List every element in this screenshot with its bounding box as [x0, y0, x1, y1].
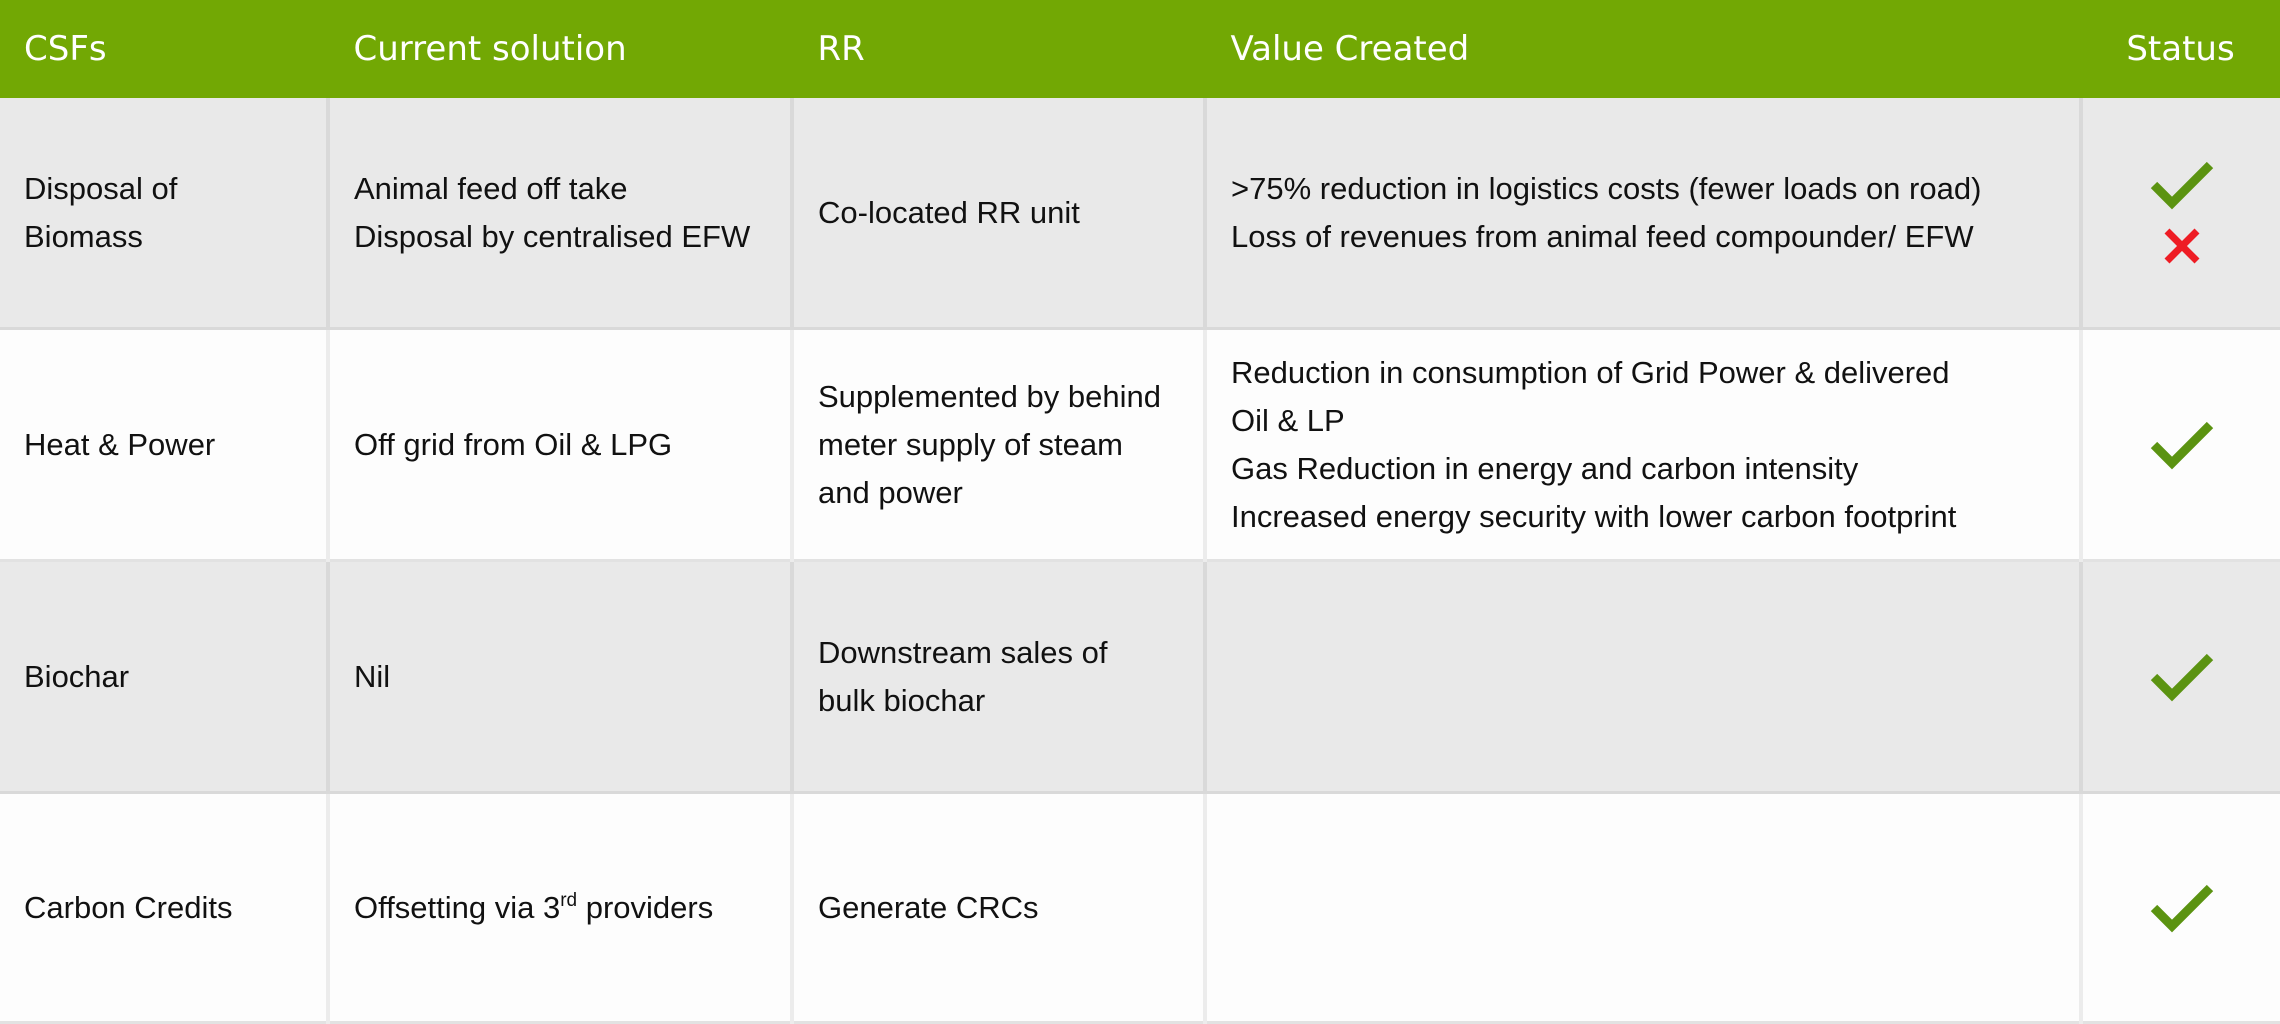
- current-solution-cell: Off grid from Oil & LPG: [328, 328, 794, 562]
- rr-cell: Downstream sales of bulk biochar: [792, 560, 1207, 794]
- value-text: Gas Reduction in energy and carbon inten…: [1231, 450, 1859, 486]
- current-solution-cell: Animal feed off take Disposal by central…: [328, 98, 794, 330]
- current-solution-text: Animal feed off take: [354, 170, 628, 206]
- csf-label: Biochar: [24, 658, 130, 694]
- check-icon: [2150, 161, 2213, 209]
- value-created-cell: [1205, 560, 2083, 794]
- rr-cell: Co-located RR unit: [792, 98, 1207, 330]
- value-created-cell: [1205, 792, 2083, 1024]
- value-created-cell: >75% reduction in logistics costs (fewer…: [1205, 98, 2083, 330]
- current-solution-text: Disposal by centralised EFW: [354, 218, 751, 254]
- csf-cell: Carbon Credits: [0, 792, 330, 1024]
- value-text: Increased energy security with lower car…: [1231, 498, 1957, 534]
- rr-text: bulk biochar: [818, 682, 986, 718]
- rr-text: Co-located RR unit: [818, 194, 1080, 230]
- csf-cell: Heat & Power: [0, 328, 330, 562]
- rr-cell: Supplemented by behind meter supply of s…: [792, 328, 1207, 562]
- current-solution-cell: Offsetting via 3rd providers: [328, 792, 794, 1024]
- current-solution-cell: Nil: [328, 560, 794, 794]
- table-row: Heat & Power Off grid from Oil & LPG Sup…: [0, 328, 2280, 562]
- header-rr: RR: [792, 0, 1207, 98]
- status-cell: [2081, 98, 2280, 330]
- current-solution-text: Off grid from Oil & LPG: [354, 426, 673, 462]
- value-text: Loss of revenues from animal feed compou…: [1231, 218, 1974, 254]
- rr-text: meter supply of steam: [818, 426, 1123, 462]
- current-solution-text: Offsetting via 3rd providers: [354, 889, 714, 925]
- csf-label: Heat & Power: [24, 426, 216, 462]
- header-current-solution: Current solution: [328, 0, 794, 98]
- rr-text: Generate CRCs: [818, 889, 1039, 925]
- value-text: Reduction in consumption of Grid Power &…: [1231, 354, 1950, 390]
- table-row: Disposal of Biomass Animal feed off take…: [0, 98, 2280, 330]
- cross-icon: [2164, 228, 2199, 263]
- current-solution-text: Nil: [354, 658, 391, 694]
- check-icon: [2150, 653, 2213, 701]
- csf-cell: Biochar: [0, 560, 330, 794]
- status-cell: [2081, 328, 2280, 562]
- csf-label: Biomass: [24, 218, 143, 254]
- rr-cell: Generate CRCs: [792, 792, 1207, 1024]
- header-csfs: CSFs: [0, 0, 330, 98]
- table-row: Carbon Credits Offsetting via 3rd provid…: [0, 792, 2280, 1024]
- rr-text: and power: [818, 474, 963, 510]
- header-value-created: Value Created: [1205, 0, 2083, 98]
- status-cell: [2081, 560, 2280, 794]
- status-cell: [2081, 792, 2280, 1024]
- check-icon: [2150, 421, 2213, 469]
- check-icon: [2150, 884, 2213, 932]
- header-status: Status: [2081, 0, 2280, 98]
- csf-label: Disposal of: [24, 170, 178, 206]
- table-header-row: CSFs Current solution RR Value Created S…: [0, 0, 2280, 98]
- rr-text: Supplemented by behind: [818, 378, 1161, 414]
- value-text: >75% reduction in logistics costs (fewer…: [1231, 170, 1982, 206]
- table-row: Biochar Nil Downstream sales of bulk bio…: [0, 560, 2280, 794]
- value-created-cell: Reduction in consumption of Grid Power &…: [1205, 328, 2083, 562]
- csf-label: Carbon Credits: [24, 889, 233, 925]
- csf-cell: Disposal of Biomass: [0, 98, 330, 330]
- rr-text: Downstream sales of: [818, 634, 1108, 670]
- value-text: Oil & LP: [1231, 402, 1345, 438]
